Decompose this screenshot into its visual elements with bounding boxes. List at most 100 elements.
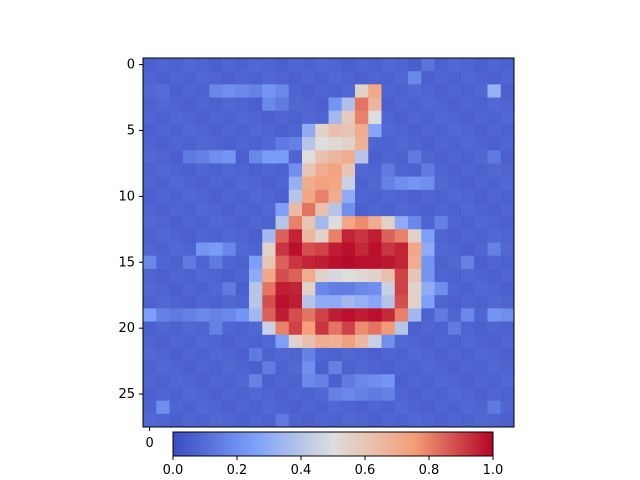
- heatmap-cell: [341, 84, 356, 99]
- heatmap-cell: [169, 202, 184, 217]
- heatmap-cell: [408, 123, 422, 138]
- heatmap-cell: [288, 229, 303, 243]
- heatmap-cell: [487, 229, 502, 243]
- heatmap-cell: [222, 347, 237, 362]
- heatmap-cell: [275, 110, 290, 125]
- heatmap-cell: [209, 374, 223, 388]
- heatmap-cell: [249, 176, 263, 191]
- heatmap-cell: [143, 216, 157, 230]
- heatmap-cell: [421, 176, 435, 191]
- heatmap-cell: [302, 229, 316, 243]
- colorbar-axis: 0.0 0.2 0.4 0.6 0.8 1.0: [163, 456, 503, 478]
- heatmap-cell: [487, 413, 502, 428]
- heatmap-cell: [275, 361, 290, 375]
- heatmap-cell: [143, 110, 157, 125]
- heatmap-cell: [235, 413, 250, 428]
- heatmap-cell: [487, 163, 502, 178]
- heatmap-cell: [341, 216, 356, 230]
- heatmap-cell: [368, 229, 382, 243]
- heatmap-cell: [209, 295, 223, 309]
- heatmap-cell: [394, 242, 409, 257]
- heatmap-cell: [421, 110, 435, 125]
- heatmap-cell: [275, 163, 290, 178]
- heatmap-cell: [474, 242, 488, 257]
- heatmap-cell: [381, 295, 396, 309]
- heatmap-cell: [169, 361, 184, 375]
- heatmap-cell: [249, 255, 263, 270]
- heatmap-cell: [196, 84, 210, 99]
- heatmap-cell: [235, 321, 250, 336]
- heatmap-cell: [474, 347, 488, 362]
- heatmap-cell: [315, 176, 329, 191]
- heatmap-cell: [222, 58, 237, 72]
- heatmap-cell: [275, 295, 290, 309]
- heatmap-cell: [341, 202, 356, 217]
- heatmap-cell: [288, 150, 303, 164]
- heatmap-cell: [169, 123, 184, 138]
- heatmap-cell: [368, 347, 382, 362]
- heatmap-cell: [143, 137, 157, 151]
- heatmap-cell: [156, 400, 170, 415]
- heatmap-cell: [368, 374, 382, 388]
- heatmap-cell: [474, 387, 488, 402]
- heatmap-cell: [461, 137, 475, 151]
- heatmap-cell: [302, 58, 316, 72]
- heatmap-cell: [355, 202, 369, 217]
- heatmap-cell: [143, 176, 157, 191]
- heatmap-cell: [408, 216, 422, 230]
- heatmap-cell: [315, 242, 329, 257]
- heatmap-cell: [196, 176, 210, 191]
- heatmap-cell: [487, 361, 502, 375]
- heatmap-cell: [156, 242, 170, 257]
- heatmap-cell: [328, 58, 343, 72]
- heatmap-cell: [288, 334, 303, 349]
- heatmap-cell: [434, 255, 449, 270]
- heatmap-cell: [302, 71, 316, 85]
- heatmap-cell: [487, 321, 502, 336]
- heatmap-cell: [209, 308, 223, 323]
- heatmap-cell: [275, 216, 290, 230]
- heatmap-cell: [381, 202, 396, 217]
- heatmap-cell: [249, 84, 263, 99]
- heatmap-cell: [275, 150, 290, 164]
- heatmap-cell: [209, 216, 223, 230]
- heatmap-cell: [500, 361, 515, 375]
- heatmap-cell: [434, 229, 449, 243]
- heatmap-cell: [408, 242, 422, 257]
- heatmap-cell: [143, 347, 157, 362]
- heatmap-cell: [394, 97, 409, 112]
- heatmap-cell: [328, 242, 343, 257]
- heatmap-cell: [381, 71, 396, 85]
- heatmap-cell: [235, 97, 250, 112]
- heatmap-cell: [235, 242, 250, 257]
- heatmap-cell: [249, 242, 263, 257]
- heatmap-cell: [447, 282, 462, 296]
- heatmap-cell: [500, 58, 515, 72]
- heatmap-cell: [341, 400, 356, 415]
- heatmap-cell: [368, 282, 382, 296]
- heatmap-cell: [434, 84, 449, 99]
- heatmap-cell: [143, 361, 157, 375]
- heatmap-cell: [209, 163, 223, 178]
- heatmap-cell: [408, 110, 422, 125]
- heatmap-cell: [262, 71, 276, 85]
- heatmap-cell: [461, 84, 475, 99]
- heatmap-cell: [328, 229, 343, 243]
- heatmap-cell: [143, 268, 157, 283]
- heatmap-cell: [474, 321, 488, 336]
- heatmap-cell: [156, 176, 170, 191]
- heatmap-cell: [302, 150, 316, 164]
- heatmap-cell: [235, 71, 250, 85]
- heatmap-cell: [474, 400, 488, 415]
- heatmap-cell: [355, 387, 369, 402]
- heatmap-cell: [275, 413, 290, 428]
- heatmap-cell: [487, 255, 502, 270]
- heatmap-cell: [447, 189, 462, 204]
- heatmap-cell: [302, 400, 316, 415]
- heatmap-cell: [355, 282, 369, 296]
- heatmap-cell: [447, 308, 462, 323]
- heatmap-cell: [434, 123, 449, 138]
- heatmap-cell: [222, 282, 237, 296]
- heatmap-cell: [408, 176, 422, 191]
- heatmap-cell: [394, 58, 409, 72]
